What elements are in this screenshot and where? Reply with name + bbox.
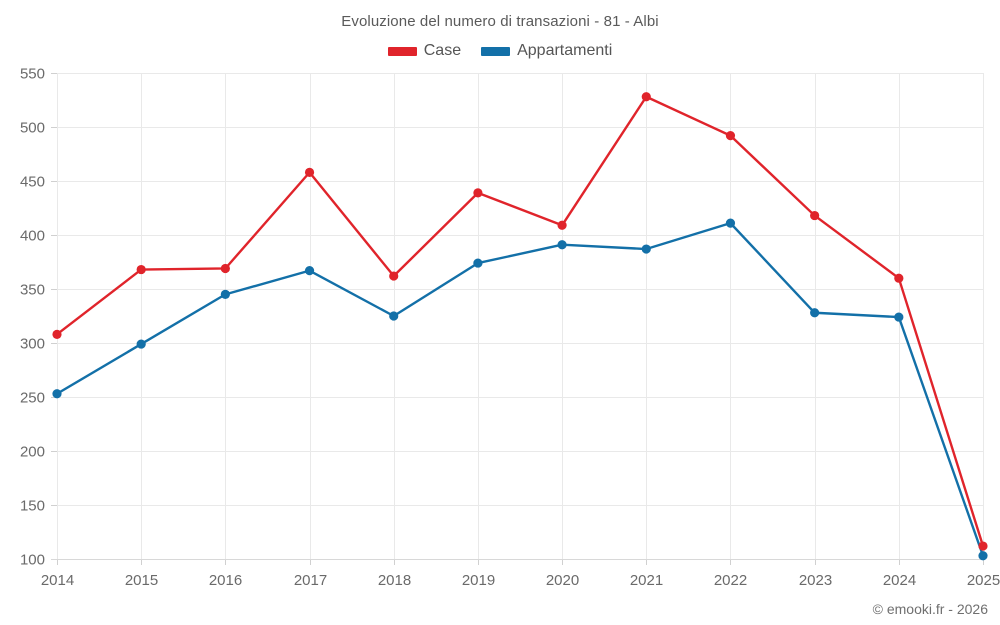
data-point-case-2016[interactable]	[220, 263, 230, 274]
y-axis-tick-label: 200	[20, 444, 45, 461]
y-axis-tick-label: 350	[20, 282, 45, 299]
series-line-appartamenti	[55, 221, 985, 557]
data-point-appartamenti-2014[interactable]	[52, 389, 62, 399]
data-point-appartamenti-2020[interactable]	[557, 240, 567, 250]
chart-legend: Case Appartamenti	[0, 43, 1000, 59]
x-axis-tick-label: 2025	[967, 572, 1000, 589]
data-point-case-2014[interactable]	[52, 329, 62, 339]
y-axis-tick-label: 500	[20, 120, 45, 137]
x-axis-tick-label: 2021	[630, 572, 663, 589]
legend-swatch-icon-appartamenti	[481, 46, 511, 56]
y-axis-tick-label: 300	[20, 336, 45, 353]
legend-label-appartamenti: Appartamenti	[517, 42, 613, 59]
data-point-appartamenti-2019[interactable]	[473, 258, 483, 268]
x-axis-tick-label: 2023	[799, 572, 832, 589]
data-point-appartamenti-2017[interactable]	[304, 266, 315, 276]
x-axis-tick-label: 2015	[125, 572, 158, 589]
x-axis-tick-label: 2024	[883, 572, 916, 589]
x-axis-tick-label: 2020	[546, 572, 579, 589]
y-axis-tick-label: 450	[20, 174, 45, 191]
data-point-case-2023[interactable]	[810, 210, 820, 221]
data-point-appartamenti-2023[interactable]	[810, 308, 820, 318]
legend-label-case: Case	[423, 42, 462, 59]
data-point-appartamenti-2022[interactable]	[725, 218, 736, 228]
data-point-appartamenti-2021[interactable]	[641, 244, 651, 254]
y-axis-tick-label: 400	[20, 228, 45, 245]
legend-swatch-icon-case	[387, 46, 417, 56]
y-axis-tick-label: 250	[20, 390, 45, 407]
x-axis-tick-label: 2022	[714, 572, 747, 589]
legend-item-appartamenti[interactable]: Appartamenti	[481, 43, 612, 59]
data-point-case-2015[interactable]	[136, 264, 146, 275]
data-point-case-2024[interactable]	[894, 273, 904, 283]
x-axis-tick-label: 2014	[41, 572, 74, 589]
legend-item-case[interactable]: Case	[387, 42, 462, 59]
y-axis-tick-label: 550	[20, 66, 45, 83]
y-axis-tick-label: 100	[20, 552, 45, 569]
y-axis-tick-label: 150	[20, 498, 45, 515]
data-point-case-2017[interactable]	[304, 167, 315, 177]
data-point-case-2020[interactable]	[557, 220, 567, 230]
data-point-appartamenti-2024[interactable]	[894, 312, 904, 322]
series-line-case	[55, 95, 985, 548]
x-axis-tick-label: 2016	[209, 572, 242, 589]
x-axis-tick-label: 2018	[378, 572, 411, 589]
chart-title: Evoluzione del numero di transazioni - 8…	[341, 13, 659, 30]
data-point-case-2025[interactable]	[978, 541, 988, 551]
data-point-appartamenti-2018[interactable]	[389, 311, 399, 321]
data-point-case-2022[interactable]	[725, 131, 736, 141]
data-point-appartamenti-2015[interactable]	[136, 339, 146, 349]
data-point-case-2019[interactable]	[473, 188, 483, 198]
credit-footer: © emooki.fr - 2026	[872, 601, 988, 617]
x-axis-tick-label: 2019	[462, 572, 495, 589]
x-axis-tick-label: 2017	[294, 572, 327, 589]
data-point-appartamenti-2016[interactable]	[220, 289, 230, 299]
data-point-case-2018[interactable]	[389, 271, 399, 281]
data-point-case-2021[interactable]	[641, 92, 651, 102]
data-point-appartamenti-2025[interactable]	[978, 551, 988, 561]
